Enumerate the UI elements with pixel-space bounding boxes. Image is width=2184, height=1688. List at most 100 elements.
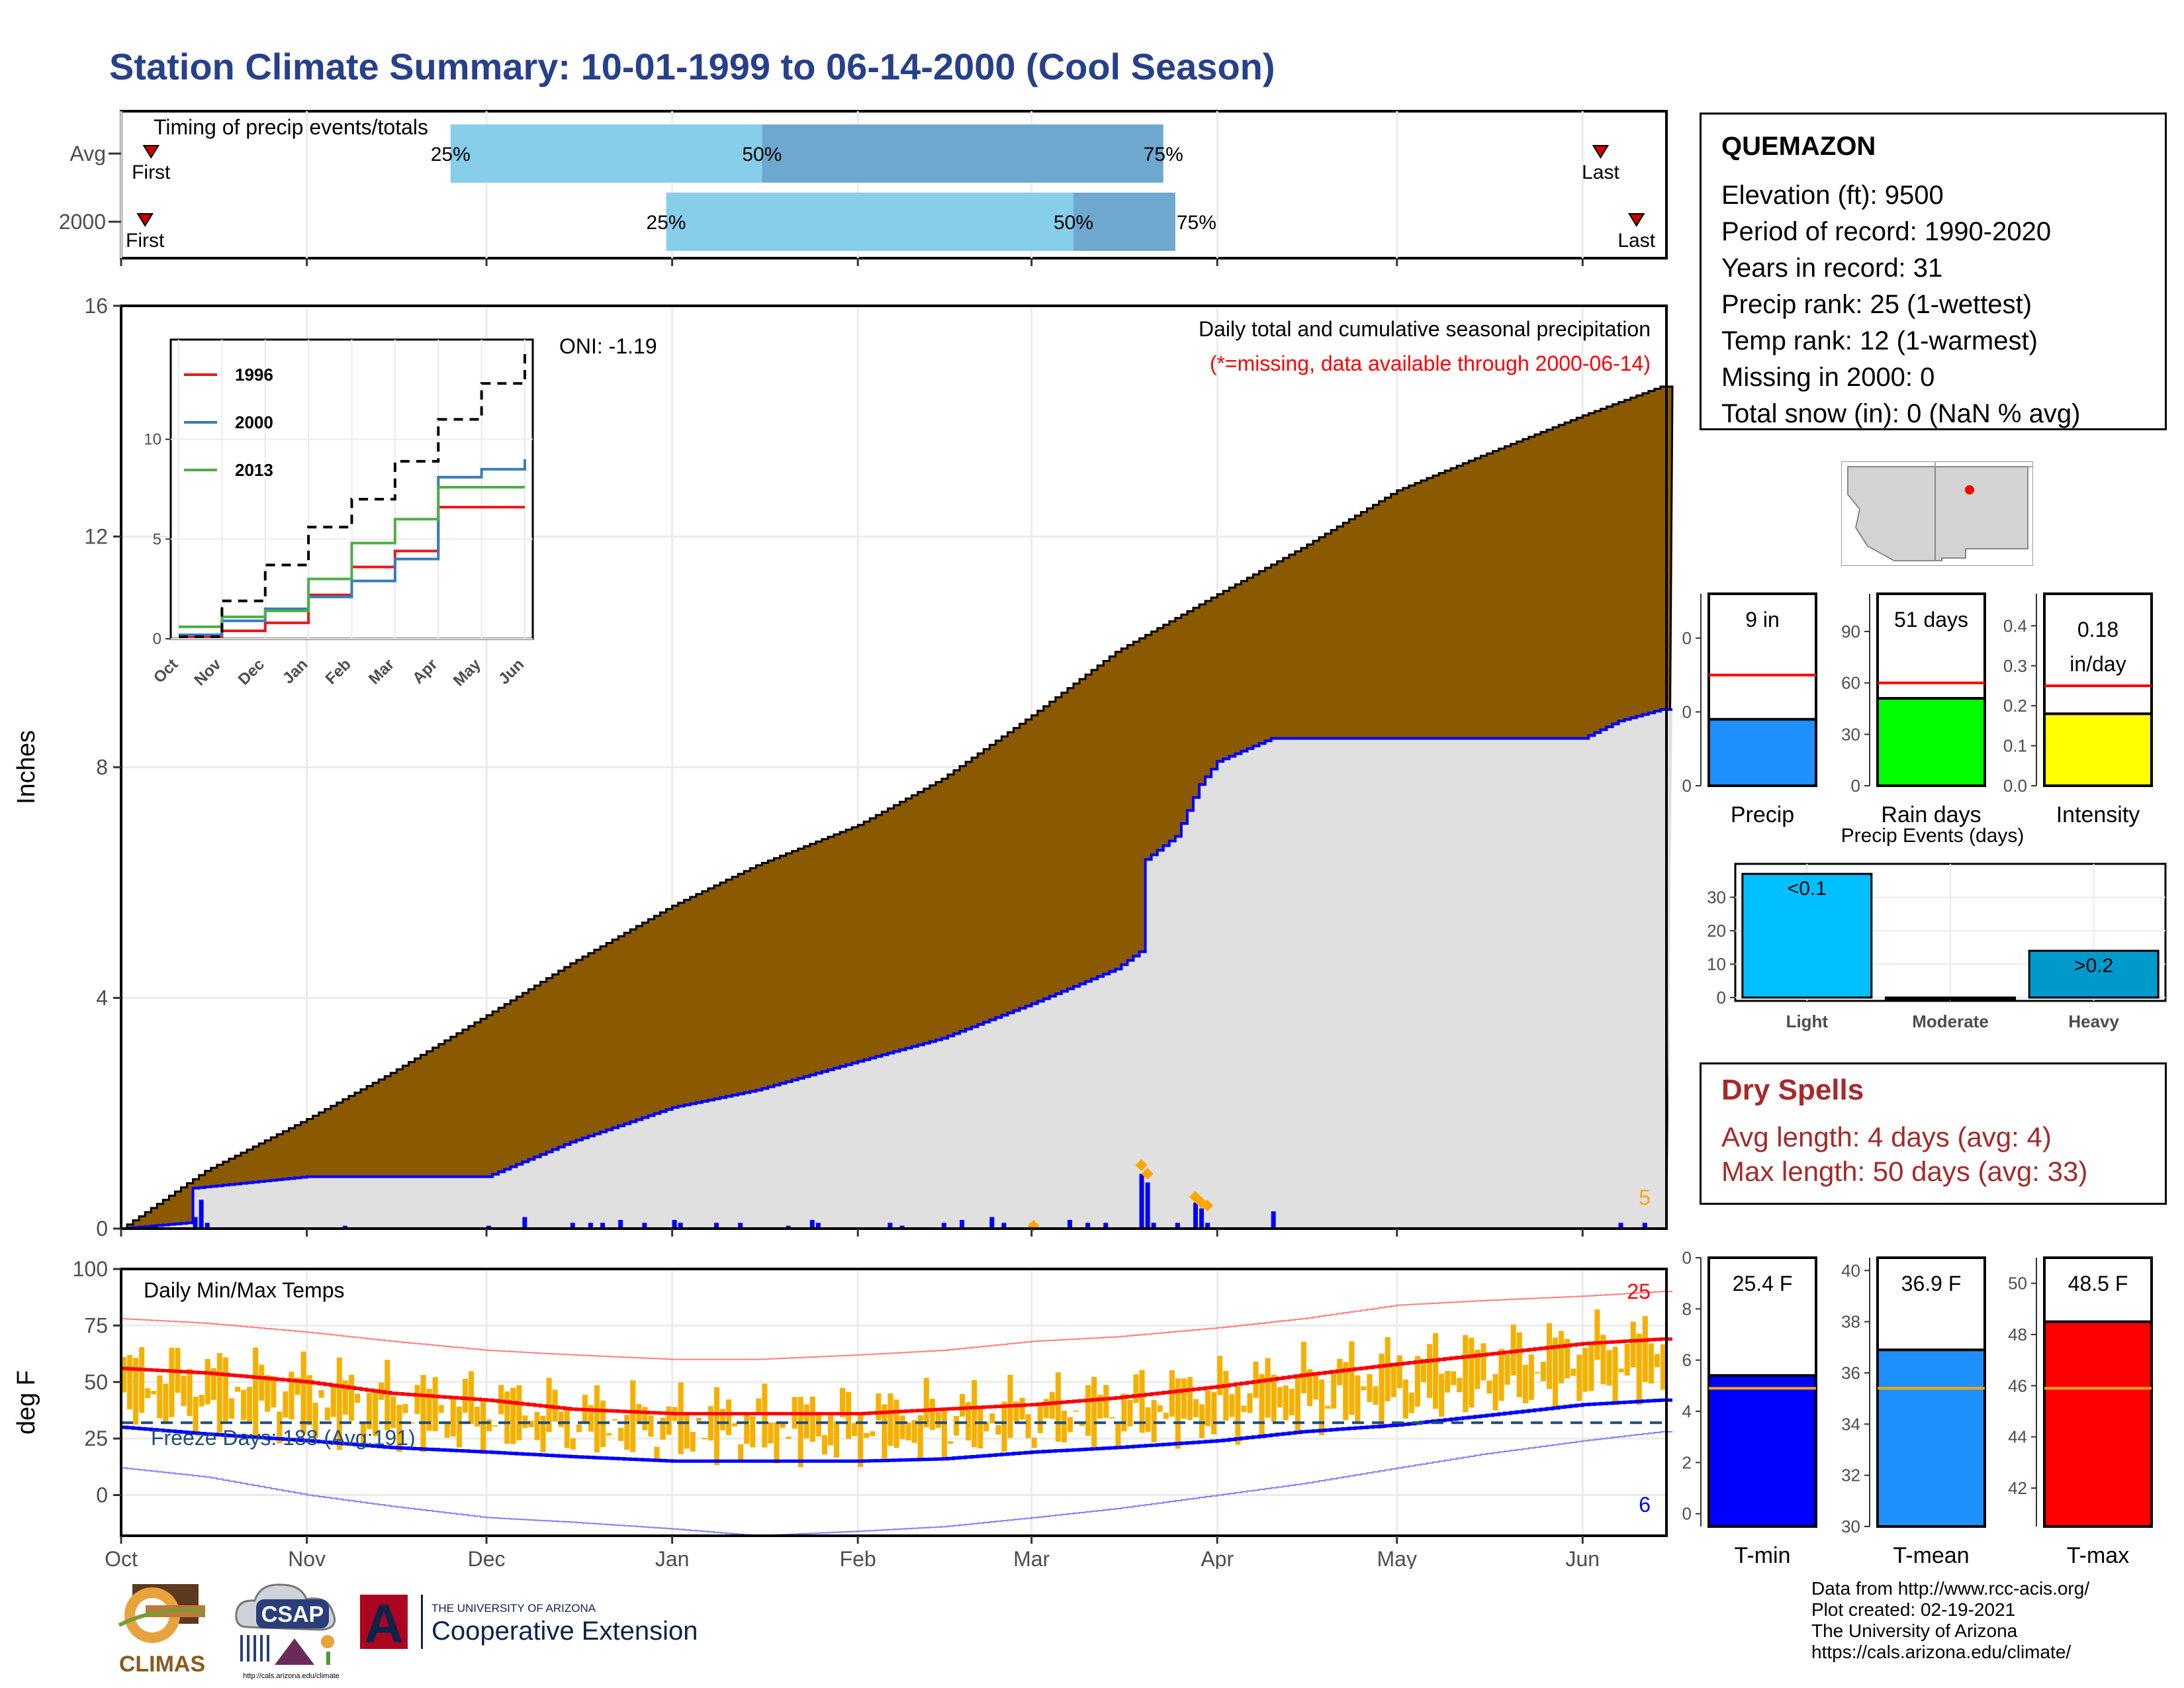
daily-temp-bar	[1565, 1338, 1570, 1379]
daily-temp-bar	[181, 1376, 187, 1407]
daily-temp-bar	[1115, 1424, 1121, 1448]
inset-series-line	[179, 485, 525, 628]
daily-temp-bar	[336, 1357, 342, 1450]
daily-temp-bar	[624, 1415, 630, 1450]
daily-temp-bar	[732, 1423, 738, 1427]
daily-precip-bar	[205, 1223, 210, 1229]
daily-temp-bar	[1235, 1386, 1241, 1445]
page-title: Station Climate Summary: 10-01-1999 to 0…	[109, 46, 1275, 87]
daily-temp-bar	[1109, 1417, 1115, 1419]
last-marker	[1592, 145, 1610, 159]
daily-precip-bar	[193, 1217, 198, 1229]
summary-ytick-label: 38	[1841, 1312, 1860, 1332]
temp-frame	[120, 1268, 1668, 1537]
temp-xtick-label: Jun	[1565, 1547, 1600, 1569]
daily-temp-bar	[456, 1406, 462, 1448]
daily-temp-bar	[1295, 1374, 1300, 1434]
summary-ytick-label: 24	[1681, 1401, 1692, 1421]
daily-precip-bar	[815, 1223, 821, 1229]
daily-temp-bar	[1534, 1372, 1540, 1374]
daily-temp-bar	[1642, 1316, 1648, 1382]
daily-precip-bar	[642, 1223, 647, 1229]
precip-ytick-label: 12	[84, 525, 108, 549]
summary-value-bar	[1876, 696, 1986, 787]
daily-temp-bar	[1331, 1372, 1337, 1409]
events-category-label: Heavy	[2068, 1011, 2119, 1031]
summary-ytick-label: 44	[2008, 1427, 2027, 1447]
daily-temp-bar	[870, 1431, 876, 1436]
daily-temp-bar	[917, 1415, 923, 1461]
timing-row-label: 2000	[59, 210, 106, 234]
daily-temp-bar	[827, 1415, 833, 1446]
temp-xtick-label: Oct	[105, 1547, 138, 1569]
events-ytick-label: 10	[1707, 954, 1726, 974]
daily-temp-bar	[978, 1405, 983, 1449]
daily-temp-bar	[983, 1421, 989, 1432]
series-2000-cumulative-line	[121, 708, 1673, 1230]
ua-letter: A	[364, 1594, 403, 1654]
heavy-precip-marker	[1201, 1199, 1214, 1212]
temp-ytick-label: 75	[84, 1313, 108, 1337]
daily-temp-bar	[306, 1375, 312, 1426]
daily-precip-bar	[809, 1219, 815, 1229]
inset-ytick-label: 10	[144, 431, 161, 449]
daily-temp-bar	[408, 1422, 414, 1424]
daily-temp-bar	[1492, 1374, 1498, 1411]
daily-temp-bar	[1091, 1377, 1097, 1447]
timing-p75-label: 75%	[1144, 144, 1183, 165]
daily-temp-bar	[1420, 1358, 1426, 1383]
daily-temp-bar	[941, 1411, 947, 1459]
daily-temp-bar	[648, 1415, 654, 1437]
daily-temp-bar	[1426, 1344, 1433, 1398]
station-snow: Total snow (in): 0 (NaN % avg)	[1721, 399, 2081, 428]
ua-small-text: THE UNIVERSITY OF ARIZONA	[432, 1602, 596, 1615]
daily-temp-bar	[780, 1422, 786, 1429]
daily-temp-bar	[1648, 1343, 1654, 1383]
daily-temp-bar	[1361, 1386, 1367, 1391]
daily-temp-bar	[1259, 1374, 1265, 1439]
daily-temp-bar	[373, 1391, 379, 1436]
daily-temp-bar	[660, 1417, 666, 1440]
summary-ytick-label: 34	[1841, 1414, 1860, 1434]
summary-xlabel: Intensity	[2056, 802, 2140, 827]
daily-temp-bar	[1385, 1336, 1390, 1401]
daily-temp-bar	[1553, 1337, 1559, 1409]
ua-big-text: Cooperative Extension	[432, 1617, 698, 1646]
station-name: QUEMAZON	[1721, 132, 1876, 161]
summary-value-label: 36.9 F	[1901, 1272, 1962, 1295]
daily-temp-bar	[1319, 1380, 1325, 1436]
daily-precip-bar	[713, 1223, 719, 1229]
daily-temp-bar	[1349, 1341, 1355, 1415]
daily-temp-bar	[402, 1404, 408, 1413]
daily-temp-bar	[1408, 1392, 1414, 1413]
station-missing: Missing in 2000: 0	[1721, 363, 1935, 392]
daily-temp-bar	[312, 1403, 318, 1438]
daily-temp-bar	[797, 1397, 803, 1468]
daily-temp-bar	[205, 1359, 210, 1405]
daily-precip-bar	[600, 1223, 606, 1229]
daily-temp-bar	[1151, 1399, 1157, 1442]
daily-temp-bar	[1528, 1354, 1534, 1400]
daily-temp-bar	[947, 1441, 954, 1444]
daily-temp-bar	[1606, 1350, 1612, 1386]
daily-temp-bar	[127, 1354, 133, 1410]
daily-temp-bar	[253, 1347, 259, 1438]
daily-temp-bar	[833, 1421, 840, 1458]
daily-temp-bar	[1475, 1349, 1480, 1389]
daily-temp-bar	[876, 1393, 882, 1421]
daily-temp-bar	[570, 1438, 576, 1450]
daily-temp-bar	[1576, 1354, 1582, 1401]
events-bar	[1885, 996, 2016, 1001]
daily-temp-bar	[438, 1405, 444, 1413]
daily-temp-bar	[636, 1404, 642, 1425]
last-label: Last	[1582, 162, 1619, 183]
dry-spells-avg: Avg length: 4 days (avg: 4)	[1721, 1121, 2052, 1152]
station-info-box: QUEMAZON Elevation (ft): 9500 Period of …	[1700, 113, 2167, 430]
heavy-precip-marker	[1141, 1168, 1154, 1180]
daily-temp-bar	[480, 1401, 486, 1454]
daily-temp-bar	[241, 1389, 247, 1421]
daily-temp-bar	[1049, 1391, 1055, 1419]
daily-temp-bar	[462, 1378, 468, 1413]
daily-temp-bar	[1451, 1371, 1457, 1385]
precip-ylabel: Inches	[13, 730, 40, 804]
